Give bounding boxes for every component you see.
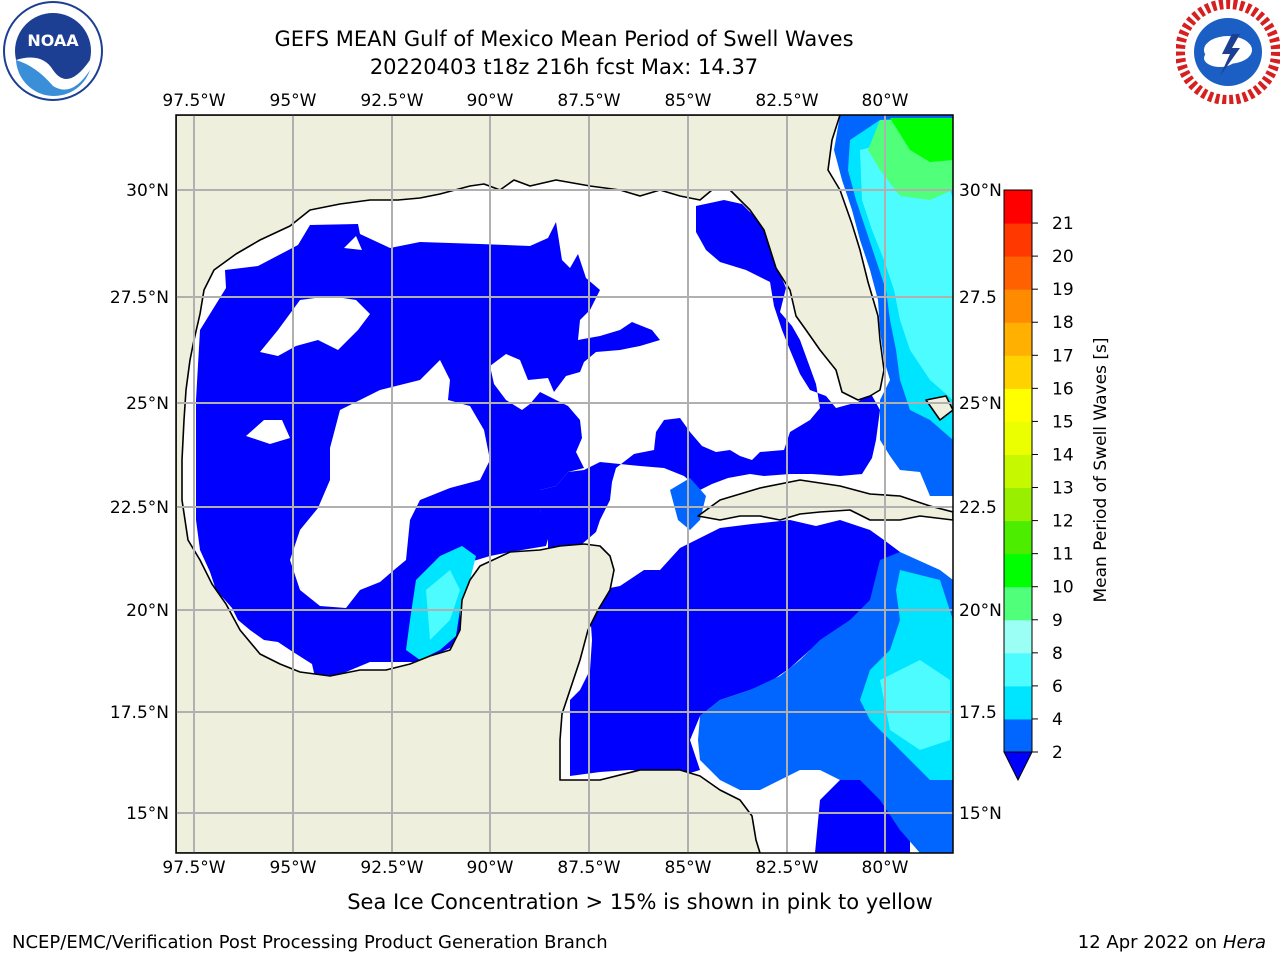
map-plot-area <box>176 115 953 853</box>
lat-label-right: 27.5 <box>959 288 997 308</box>
lat-label-left: 22.5°N <box>110 498 169 518</box>
map-title: GEFS MEAN Gulf of Mexico Mean Period of … <box>274 27 854 51</box>
lat-label-right: 17.5 <box>959 703 997 723</box>
map-subtitle: 20220403 t18z 216h fcst Max: 14.37 <box>369 55 759 79</box>
colorbar-swatch <box>1004 652 1032 687</box>
lon-label-bottom: 87.5°W <box>557 858 620 878</box>
lon-label-top: 85°W <box>665 91 712 111</box>
lat-label-left: 17.5°N <box>110 703 169 723</box>
graticule <box>176 115 953 853</box>
lon-label-top: 95°W <box>270 91 317 111</box>
colorbar-tick-label: 13 <box>1052 479 1074 499</box>
colorbar-under-arrow <box>1003 751 1033 782</box>
lon-label-bottom: 90°W <box>467 858 514 878</box>
colorbar-swatch <box>1004 619 1032 654</box>
colorbar-tick-label: 16 <box>1052 379 1074 399</box>
colorbar-tick-label: 8 <box>1052 644 1063 664</box>
lat-label-right: 22.5 <box>959 498 997 518</box>
colorbar-tick-label: 4 <box>1052 710 1063 730</box>
lon-label-top: 92.5°W <box>360 91 423 111</box>
producer-credit: NCEP/EMC/Verification Post Processing Pr… <box>12 932 608 953</box>
lat-label-left: 27.5°N <box>110 288 169 308</box>
colorbar-swatch <box>1004 388 1032 422</box>
render-date-text: 12 Apr 2022 on <box>1077 932 1218 953</box>
colorbar-swatch <box>1004 685 1032 720</box>
sea-ice-note: Sea Ice Concentration > 15% is shown in … <box>347 890 933 914</box>
lat-label-left: 25°N <box>126 394 169 414</box>
colorbar-swatch <box>1004 355 1032 389</box>
colorbar-swatch <box>1004 586 1032 621</box>
colorbar-swatch <box>1004 421 1032 455</box>
colorbar-tick-label: 6 <box>1052 677 1063 697</box>
colorbar-label: Mean Period of Swell Waves [s] <box>1091 338 1111 603</box>
lon-label-bottom: 97.5°W <box>162 858 225 878</box>
colorbar-tick-label: 17 <box>1052 346 1074 366</box>
colorbar-tick-label: 14 <box>1052 445 1074 465</box>
lat-label-right: 15°N <box>959 804 1002 824</box>
lon-label-bottom: 95°W <box>270 858 317 878</box>
colorbar-tick-label: 15 <box>1052 412 1074 432</box>
colorbar: 2 4 6 8 9 10 11 12 13 14 15 16 17 18 19 20 21 <box>1003 189 1074 782</box>
lat-label-left: 15°N <box>126 804 169 824</box>
lat-label-left: 30°N <box>126 181 169 201</box>
swell-field-east <box>406 115 953 853</box>
colorbar-frame <box>1003 189 1033 753</box>
colorbar-tick-label: 12 <box>1052 512 1074 532</box>
colorbar-tick-label: 19 <box>1052 280 1074 300</box>
colorbar-swatch <box>1004 718 1032 753</box>
colorbar-swatch <box>1004 289 1032 323</box>
lon-labels-bottom: 97.5°W 95°W 92.5°W 90°W 87.5°W 85°W 82.5… <box>162 858 908 878</box>
lon-label-top: 82.5°W <box>755 91 818 111</box>
colorbar-swatch <box>1004 520 1032 555</box>
lon-label-top: 80°W <box>862 91 909 111</box>
colorbar-swatch <box>1004 553 1032 588</box>
colorbar-tick-label: 18 <box>1052 313 1074 333</box>
colorbar-tick-label: 11 <box>1052 545 1074 565</box>
noaa-logo: NOAA <box>3 1 103 101</box>
colorbar-swatch <box>1004 322 1032 356</box>
colorbar-swatch <box>1004 190 1032 224</box>
data-gaps <box>246 236 490 608</box>
lon-labels-top: 97.5°W 95°W 92.5°W 90°W 87.5°W 85°W 82.5… <box>162 91 908 111</box>
lon-label-top: 87.5°W <box>557 91 620 111</box>
lat-labels-right: 30°N 27.5 25°N 22.5 20°N 17.5 15°N <box>959 181 1002 824</box>
nws-logo <box>1176 0 1280 104</box>
lon-label-bottom: 80°W <box>862 858 909 878</box>
lon-label-top: 97.5°W <box>162 91 225 111</box>
lat-labels-left: 30°N 27.5°N 25°N 22.5°N 20°N 17.5°N 15°N <box>110 181 169 824</box>
noaa-logo-text: NOAA <box>27 31 79 50</box>
colorbar-swatch <box>1004 256 1032 290</box>
lat-label-right: 30°N <box>959 181 1002 201</box>
lat-label-left: 20°N <box>126 601 169 621</box>
colorbar-swatch <box>1004 487 1032 522</box>
render-host: Hera <box>1222 932 1266 953</box>
lon-label-bottom: 82.5°W <box>755 858 818 878</box>
colorbar-tick-label: 2 <box>1052 743 1063 763</box>
map-frame <box>175 114 954 854</box>
colorbar-tick-label: 9 <box>1052 611 1063 631</box>
colorbar-tick-label: 10 <box>1052 578 1074 598</box>
colorbar-swatch <box>1004 223 1032 257</box>
lat-label-right: 25°N <box>959 394 1002 414</box>
colorbar-tick-label: 20 <box>1052 247 1074 267</box>
lon-label-bottom: 92.5°W <box>360 858 423 878</box>
lon-label-bottom: 85°W <box>665 858 712 878</box>
colorbar-swatch <box>1004 454 1032 489</box>
colorbar-tick-label: 21 <box>1052 214 1074 234</box>
lon-label-top: 90°W <box>467 91 514 111</box>
render-date: 12 Apr 2022 on Hera <box>1078 932 1266 953</box>
lat-label-right: 20°N <box>959 601 1002 621</box>
